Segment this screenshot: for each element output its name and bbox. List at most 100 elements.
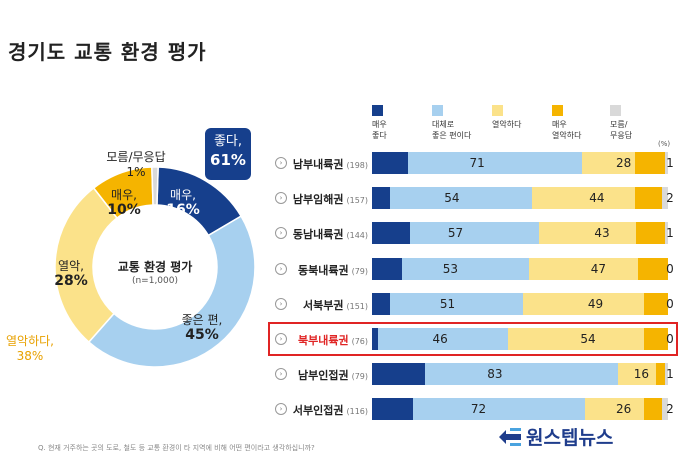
- row-label: 북부내륙권 (76): [298, 332, 368, 348]
- row-bullet-icon: ›: [275, 157, 287, 169]
- legend-item: 모름/ 무응답: [610, 105, 632, 141]
- row-label: 동북내륙권 (79): [298, 262, 368, 278]
- row-label: 남부인접권 (79): [298, 367, 368, 383]
- bar-segment-very-good: [372, 293, 390, 315]
- bar-segment-somewhat-good: [377, 328, 509, 350]
- good-total-value: 54: [444, 191, 460, 205]
- good-total-value: 57: [447, 226, 464, 240]
- bar-segment-somewhat-poor: [617, 363, 657, 385]
- region-name: 북부내륙권: [297, 334, 349, 347]
- row-bullet-icon: ›: [275, 192, 287, 204]
- sample-size: (151): [346, 302, 368, 311]
- dk-value: 1: [666, 367, 674, 381]
- region-name: 서북부권: [303, 299, 344, 312]
- poor-total-value: 26: [615, 402, 632, 416]
- good-total-badge: 좋다, 61%: [205, 128, 251, 180]
- donut-somewhat-poor-value: 28%: [54, 273, 88, 289]
- donut-dk-value: 1%: [126, 165, 146, 179]
- region-name: 동남내륙권: [292, 228, 344, 241]
- bar-segment-dk: [662, 187, 668, 209]
- row-bullet-icon: ›: [275, 368, 287, 380]
- sample-size: (79): [351, 267, 368, 276]
- bar-segment-very-good: [372, 187, 390, 209]
- poor-total-value: 16: [633, 367, 649, 381]
- sample-size: (79): [351, 372, 368, 381]
- legend-item: 매우 좋다: [372, 105, 387, 141]
- bad-total-text: 열악하다,: [6, 334, 54, 348]
- good-badge-value: 61%: [210, 151, 246, 169]
- dk-value: 0: [666, 332, 674, 346]
- sample-size: (144): [346, 231, 368, 240]
- dk-value: 0: [666, 297, 674, 311]
- bar-segment-somewhat-good: [401, 258, 529, 280]
- bar-segment-very-good: [372, 152, 408, 174]
- bar-segment-very-good: [372, 328, 378, 350]
- bar-segment-very-good: [372, 222, 411, 244]
- bar-segment-very-poor: [635, 222, 666, 244]
- poor-total-value: 54: [580, 332, 596, 346]
- legend-label: 매우 열악하다: [552, 120, 582, 140]
- sample-size: (157): [346, 196, 368, 205]
- bar-segment-somewhat-poor: [585, 398, 645, 420]
- donut-center-title: 교통 환경 평가: [117, 260, 193, 274]
- bar-segment-very-poor: [644, 398, 663, 420]
- legend-item: 대체로 좋은 편이다: [432, 105, 471, 141]
- bar-segment-very-poor: [638, 258, 668, 280]
- legend-item: 매우 열악하다: [552, 105, 581, 141]
- donut-label-somewhat-poor: 열악, 28%: [48, 259, 94, 289]
- legend-swatch: [610, 105, 621, 116]
- bar-segment-somewhat-good: [389, 187, 532, 209]
- bar-segment-very-good: [372, 363, 426, 385]
- legend-item: 열악하다: [492, 105, 521, 130]
- donut-very-good-value: 16%: [166, 202, 200, 218]
- bar-segment-somewhat-good: [389, 293, 523, 315]
- legend-label: 모름/ 무응답: [610, 120, 633, 140]
- row-bullet-icon: ›: [275, 263, 287, 275]
- donut-very-poor-label: 매우,: [111, 188, 137, 202]
- good-total-value: 83: [487, 367, 503, 381]
- good-total-value: 71: [469, 156, 485, 170]
- donut-label-dk: 모름/무응답 1%: [96, 150, 176, 180]
- row-bullet-icon: ›: [275, 403, 287, 415]
- donut-dk-label: 모름/무응답: [106, 150, 166, 164]
- footnote: Q. 현재 거주하는 곳의 도로, 철도 등 교통 환경이 타 지역에 비해 어…: [38, 444, 315, 452]
- row-bullet-icon: ›: [275, 333, 287, 345]
- row-bullet-icon: ›: [275, 227, 287, 239]
- donut-label-somewhat-good: 좋은 편, 45%: [170, 313, 234, 343]
- poor-total-value: 47: [590, 262, 607, 276]
- donut-label-very-good: 매우, 16%: [160, 188, 206, 218]
- bar-segment-very-poor: [635, 152, 666, 174]
- donut-somewhat-good-label: 좋은 편,: [181, 313, 223, 327]
- legend-swatch: [492, 105, 503, 116]
- dk-value: 1: [666, 226, 674, 240]
- row-bullet-icon: ›: [275, 298, 287, 310]
- bar-segment-somewhat-good: [425, 363, 618, 385]
- sample-size: (198): [346, 161, 368, 170]
- bar-segment-very-good: [372, 398, 414, 420]
- row-label: 남부내륙권 (198): [293, 156, 368, 172]
- donut-label-very-poor: 매우, 10%: [100, 188, 148, 218]
- donut-center-sub: (n=1,000): [131, 276, 179, 286]
- donut-very-poor-value: 10%: [107, 202, 141, 218]
- bar-segment-very-poor: [644, 293, 668, 315]
- bar-segment-somewhat-poor: [582, 152, 636, 174]
- good-total-value: 53: [442, 262, 459, 276]
- percent-unit: (%): [658, 140, 671, 148]
- bad-total-value: 38%: [16, 349, 44, 363]
- bar-segment-somewhat-good: [407, 152, 583, 174]
- dk-value: 2: [666, 191, 674, 205]
- row-label: 서부인접권 (116): [293, 402, 368, 418]
- region-name: 남부인접권: [297, 369, 349, 382]
- legend-swatch: [372, 105, 383, 116]
- bar-segment-very-poor: [635, 187, 663, 209]
- bar-segment-dk: [665, 222, 668, 244]
- legend-label: 대체로 좋은 편이다: [432, 120, 472, 140]
- bar-segment-very-poor: [644, 328, 668, 350]
- sample-size: (116): [346, 407, 368, 416]
- bar-segment-somewhat-good: [410, 222, 540, 244]
- row-label: 남부임해권 (157): [293, 191, 368, 207]
- bar-segment-somewhat-poor: [539, 222, 636, 244]
- good-badge-label: 좋다,: [213, 134, 243, 149]
- bar-segment-somewhat-poor: [522, 293, 645, 315]
- dk-value: 0: [666, 262, 674, 276]
